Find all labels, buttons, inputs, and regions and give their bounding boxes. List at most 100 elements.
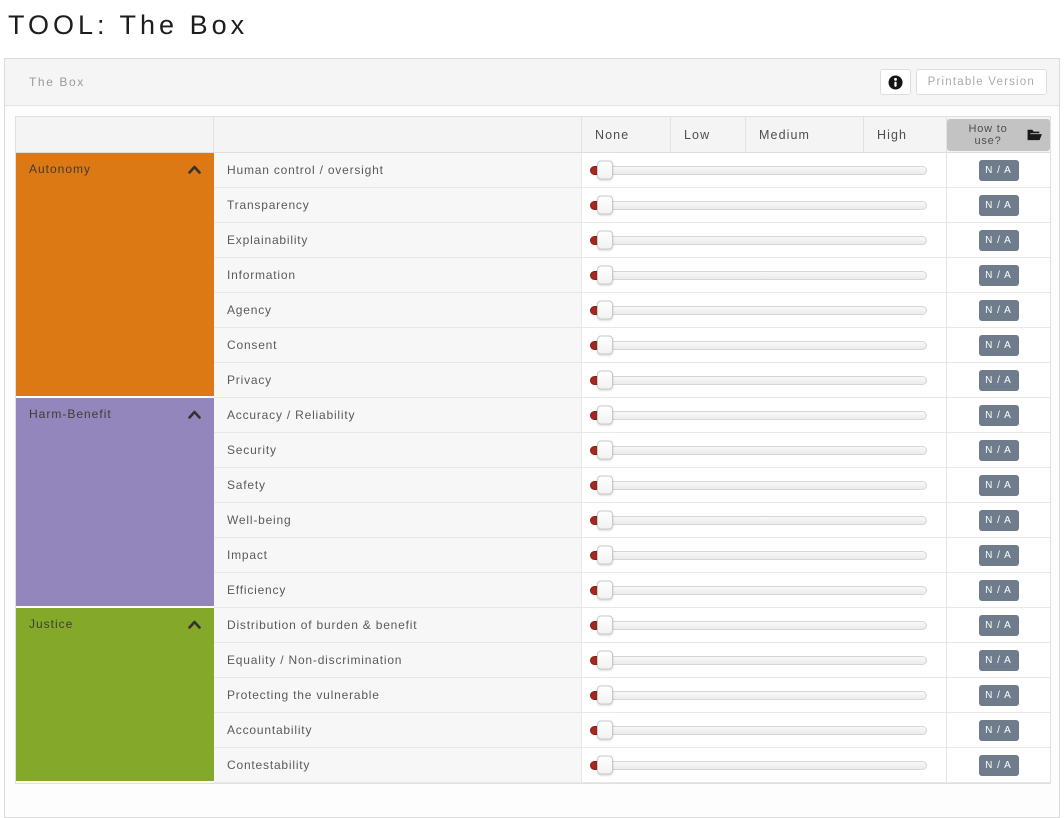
slider[interactable] — [590, 650, 927, 670]
na-button[interactable]: N / A — [978, 474, 1019, 496]
na-button[interactable]: N / A — [978, 159, 1019, 181]
category-label: Autonomy — [29, 162, 92, 176]
category-cell[interactable]: Harm-Benefit — [16, 398, 214, 608]
criterion-label: Human control / oversight — [227, 163, 384, 177]
criterion-label-cell: Protecting the vulnerable — [214, 678, 582, 713]
slider[interactable] — [590, 195, 927, 215]
category-cell[interactable]: Justice — [16, 608, 214, 783]
slider-handle[interactable] — [597, 685, 613, 705]
na-button[interactable]: N / A — [978, 684, 1019, 706]
na-cell: N / A — [947, 503, 1050, 538]
slider[interactable] — [590, 615, 927, 635]
na-button[interactable]: N / A — [978, 544, 1019, 566]
na-cell: N / A — [947, 678, 1050, 713]
slider-cell — [582, 608, 947, 643]
slider-handle[interactable] — [597, 405, 613, 425]
na-button[interactable]: N / A — [978, 299, 1019, 321]
slider-handle[interactable] — [597, 545, 613, 565]
slider[interactable] — [590, 580, 927, 600]
slider[interactable] — [590, 685, 927, 705]
slider-handle[interactable] — [597, 335, 613, 355]
slider[interactable] — [590, 720, 927, 740]
criterion-label-cell: Accountability — [214, 713, 582, 748]
na-cell: N / A — [947, 573, 1050, 608]
slider-handle[interactable] — [597, 720, 613, 740]
slider[interactable] — [590, 230, 927, 250]
slider-cell — [582, 398, 947, 433]
printable-version-button[interactable]: Printable Version — [915, 69, 1047, 95]
na-button[interactable]: N / A — [978, 719, 1019, 741]
header-cell-criterion — [214, 117, 582, 153]
chevron-up-icon[interactable] — [188, 620, 201, 629]
slider-cell — [582, 748, 947, 783]
slider-handle[interactable] — [597, 230, 613, 250]
slider-handle[interactable] — [597, 300, 613, 320]
slider[interactable] — [590, 300, 927, 320]
na-button[interactable]: N / A — [978, 649, 1019, 671]
na-button[interactable]: N / A — [978, 194, 1019, 216]
slider[interactable] — [590, 510, 927, 530]
na-button[interactable]: N / A — [978, 439, 1019, 461]
na-cell: N / A — [947, 153, 1050, 188]
category-label: Justice — [29, 617, 74, 631]
na-button[interactable]: N / A — [978, 579, 1019, 601]
slider-handle[interactable] — [597, 580, 613, 600]
na-cell: N / A — [947, 258, 1050, 293]
header-medium: Medium — [746, 117, 864, 153]
slider-handle[interactable] — [597, 195, 613, 215]
criterion-label: Impact — [227, 548, 268, 562]
assessment-table: None Low Medium High How to use? Autonom… — [15, 116, 1051, 784]
tool-panel: The Box Printable Version None Low Mediu… — [4, 58, 1060, 818]
na-cell: N / A — [947, 643, 1050, 678]
category-cell[interactable]: Autonomy — [16, 153, 214, 398]
criterion-label-cell: Privacy — [214, 363, 582, 398]
slider-handle[interactable] — [597, 650, 613, 670]
slider[interactable] — [590, 755, 927, 775]
how-to-use-button[interactable]: How to use? — [947, 118, 1050, 151]
criterion-label: Explainability — [227, 233, 309, 247]
na-cell: N / A — [947, 363, 1050, 398]
slider[interactable] — [590, 335, 927, 355]
slider[interactable] — [590, 160, 927, 180]
slider[interactable] — [590, 405, 927, 425]
criterion-label: Transparency — [227, 198, 310, 212]
chevron-up-icon[interactable] — [188, 165, 201, 174]
na-button[interactable]: N / A — [978, 404, 1019, 426]
na-button[interactable]: N / A — [978, 754, 1019, 776]
na-button[interactable]: N / A — [978, 229, 1019, 251]
slider-handle[interactable] — [597, 160, 613, 180]
slider[interactable] — [590, 370, 927, 390]
na-cell: N / A — [947, 468, 1050, 503]
slider[interactable] — [590, 545, 927, 565]
slider-handle[interactable] — [597, 265, 613, 285]
slider-cell — [582, 643, 947, 678]
slider-cell — [582, 538, 947, 573]
slider-handle[interactable] — [597, 755, 613, 775]
slider-handle[interactable] — [597, 475, 613, 495]
slider-handle[interactable] — [597, 440, 613, 460]
na-button[interactable]: N / A — [978, 509, 1019, 531]
na-cell: N / A — [947, 713, 1050, 748]
criterion-label: Safety — [227, 478, 266, 492]
slider[interactable] — [590, 440, 927, 460]
criterion-label: Privacy — [227, 373, 272, 387]
criterion-label-cell: Impact — [214, 538, 582, 573]
slider-handle[interactable] — [597, 510, 613, 530]
na-button[interactable]: N / A — [978, 264, 1019, 286]
chevron-up-icon[interactable] — [188, 410, 201, 419]
how-to-use-label: How to use? — [968, 122, 1008, 147]
slider[interactable] — [590, 265, 927, 285]
slider-cell — [582, 153, 947, 188]
criterion-label: Consent — [227, 338, 278, 352]
info-button[interactable] — [879, 69, 911, 95]
header-how-to-use: How to use? — [947, 117, 1050, 153]
slider[interactable] — [590, 475, 927, 495]
slider-handle[interactable] — [597, 370, 613, 390]
slider-handle[interactable] — [597, 615, 613, 635]
criterion-label-cell: Agency — [214, 293, 582, 328]
criterion-label-cell: Information — [214, 258, 582, 293]
na-button[interactable]: N / A — [978, 369, 1019, 391]
na-button[interactable]: N / A — [978, 614, 1019, 636]
slider-cell — [582, 433, 947, 468]
na-button[interactable]: N / A — [978, 334, 1019, 356]
